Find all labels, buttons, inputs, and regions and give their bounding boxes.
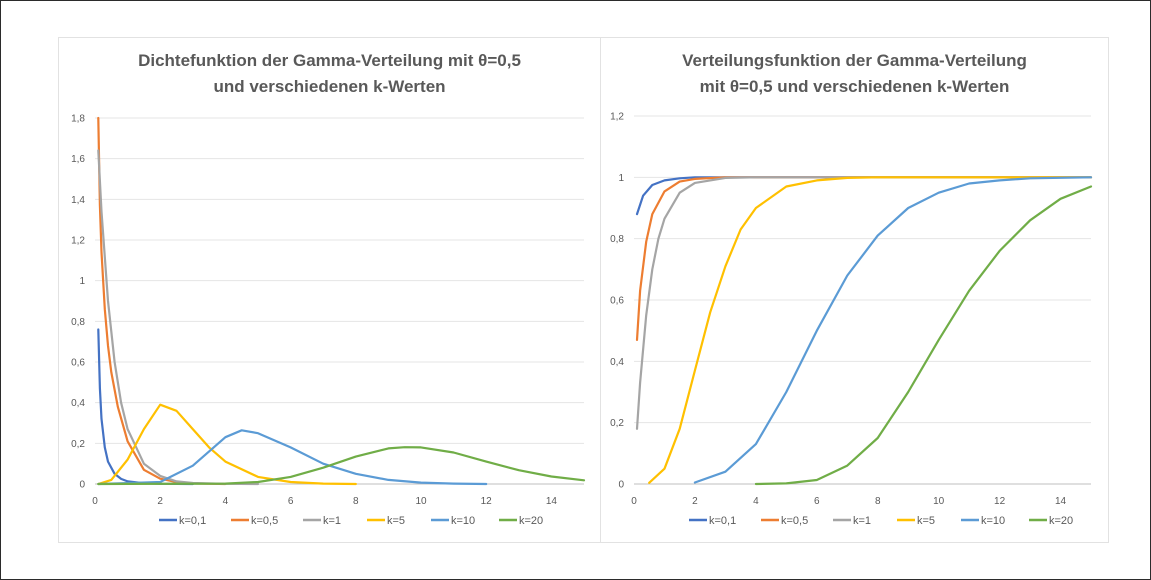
y-tick-label: 1,6 <box>71 154 85 165</box>
legend-label: k=10 <box>981 515 1005 527</box>
density-plot: 0 0,2 0,4 0,6 0,8 1 1,2 1,4 1,6 1,8 0 2 4 6 8 10 12 14 k=0… <box>71 114 586 527</box>
x-tick-label: 4 <box>753 496 759 507</box>
series-line-k-0-1 <box>97 328 194 486</box>
y-tick-label: 1,2 <box>610 112 624 123</box>
cdf-plot: 0 0,2 0,4 0,6 0,8 1 1,2 0 2 4 6 8 10 12 14 k=0,1 k=0,5 k=… <box>610 112 1093 527</box>
legend-label: k=20 <box>519 515 543 527</box>
series-line-k-0-5 <box>97 116 227 486</box>
cdf-chart-panel: Verteilungsfunktion der Gamma-Verteilung… <box>600 37 1109 543</box>
legend-label: k=0,1 <box>709 515 736 527</box>
x-tick-label: 6 <box>288 496 294 507</box>
y-tick-label: 0 <box>79 480 85 491</box>
y-tick-label: 1 <box>618 173 624 184</box>
y-tick-label: 0 <box>618 480 624 491</box>
y-tick-label: 0,8 <box>610 234 624 245</box>
x-tick-label: 8 <box>353 496 359 507</box>
legend-label: k=0,1 <box>179 515 206 527</box>
x-tick-label: 10 <box>933 496 945 507</box>
chart-title-line-1: Verteilungsfunktion der Gamma-Verteilung <box>682 51 1027 70</box>
legend-label: k=0,5 <box>251 515 278 527</box>
x-tick-label: 10 <box>415 496 427 507</box>
x-tick-label: 12 <box>994 496 1006 507</box>
series-line-k-10 <box>97 429 488 486</box>
legend-label: k=0,5 <box>781 515 808 527</box>
series-line-k-5 <box>648 176 1093 484</box>
series-line-k-1 <box>635 176 1093 430</box>
density-chart-panel: Dichtefunktion der Gamma-Verteilung mit … <box>58 37 601 543</box>
series-line-k-0-5 <box>635 176 1093 341</box>
y-tick-label: 0,4 <box>71 398 85 409</box>
x-tick-label: 0 <box>631 496 637 507</box>
x-tick-label: 6 <box>814 496 820 507</box>
x-tick-label: 0 <box>92 496 98 507</box>
series-line-k-5 <box>97 403 357 486</box>
x-tick-label: 4 <box>223 496 229 507</box>
y-tick-label: 0,6 <box>71 358 85 369</box>
legend-label: k=1 <box>853 515 871 527</box>
series-line-k-10 <box>693 176 1093 484</box>
x-tick-label: 14 <box>1055 496 1067 507</box>
y-tick-label: 1,8 <box>71 114 85 125</box>
y-tick-label: 1,2 <box>71 236 85 247</box>
legend-label: k=10 <box>451 515 475 527</box>
y-tick-label: 0,6 <box>610 296 624 307</box>
x-tick-label: 12 <box>481 496 493 507</box>
x-tick-label: 2 <box>692 496 698 507</box>
y-tick-label: 0,8 <box>71 317 85 328</box>
x-tick-label: 2 <box>157 496 163 507</box>
series-line-k-0-1 <box>635 176 1093 216</box>
chart-title-line-2: und verschiedenen k-Werten <box>213 77 446 96</box>
chart-title-line-2: mit θ=0,5 und verschiedenen k-Werten <box>699 77 1010 96</box>
x-tick-label: 8 <box>875 496 881 507</box>
series-line-k-20 <box>754 185 1093 486</box>
legend-label: k=20 <box>1049 515 1073 527</box>
series-line-k-20 <box>97 446 586 486</box>
chart-title-line-1: Dichtefunktion der Gamma-Verteilung mit … <box>138 51 521 70</box>
y-tick-label: 0,2 <box>71 439 85 450</box>
y-tick-label: 0,4 <box>610 357 624 368</box>
legend-label: k=5 <box>917 515 935 527</box>
legend-label: k=1 <box>323 515 341 527</box>
y-tick-label: 1,4 <box>71 195 85 206</box>
x-tick-label: 14 <box>546 496 558 507</box>
legend-label: k=5 <box>387 515 405 527</box>
y-tick-label: 0,2 <box>610 418 624 429</box>
chart-title: Verteilungsfunktion der Gamma-Verteilung… <box>601 48 1108 100</box>
y-tick-label: 1 <box>79 276 85 287</box>
chart-title: Dichtefunktion der Gamma-Verteilung mit … <box>59 48 600 100</box>
